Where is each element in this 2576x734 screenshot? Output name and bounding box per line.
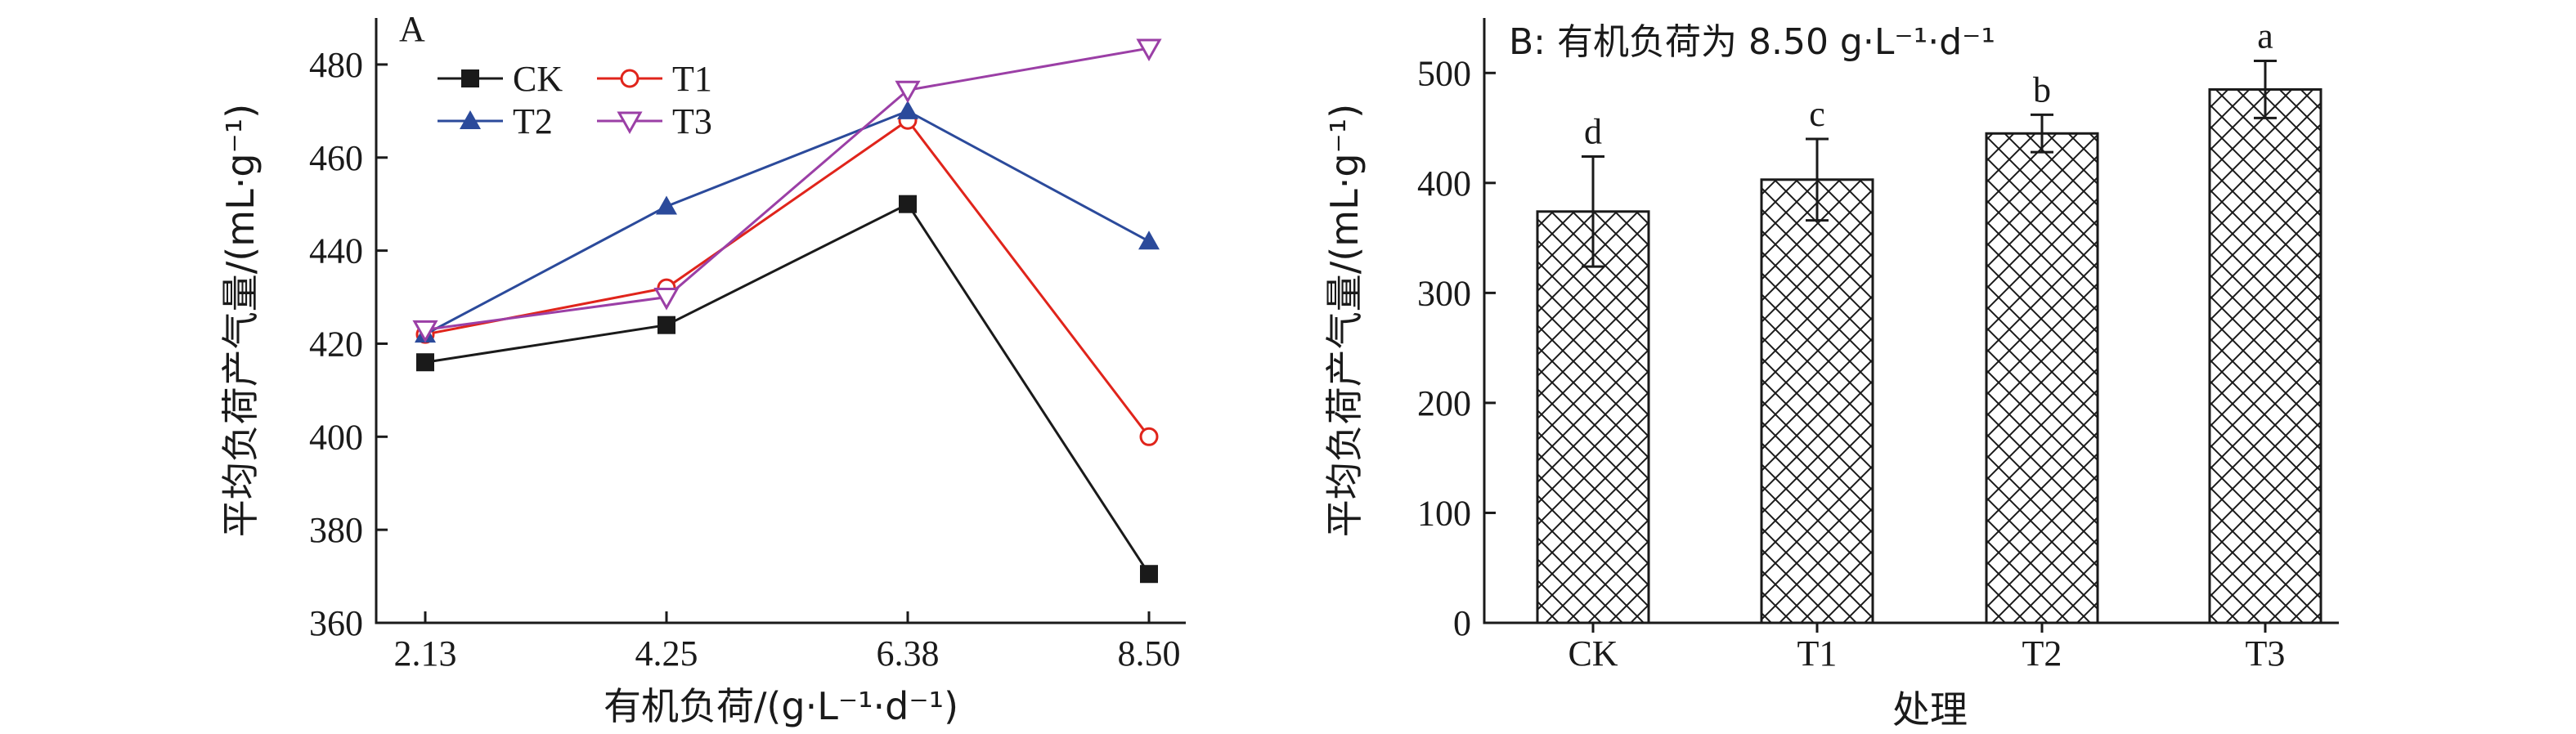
x-tick-label: 4.25 [635,633,698,674]
series-line-t2 [424,110,1150,336]
panel-a-legend: CK T1 T2 T3 [438,59,712,141]
bar-group-t1: c T1 [1760,94,1874,674]
data-point [897,100,918,119]
series-line-t3 [424,47,1150,331]
legend-item-ck: CK [438,59,563,99]
legend-marker [460,110,481,129]
data-point [412,320,438,343]
line-chart-panel-a: A 360 380 400 420 440 460 480 2.13 4.25 6.38 8.50… [218,9,1186,728]
data-point [416,353,434,372]
y-tick-label: 200 [1417,383,1471,423]
significance-letter: c [1809,94,1825,134]
panel-b-y-axis-label: 平均负荷产气量/(mL·g⁻¹) [1322,104,1367,537]
panel-b-title: B: 有机负荷为 8.50 g·L⁻¹·d⁻¹ [1509,21,1995,63]
y-tick-label: 500 [1417,53,1471,93]
y-tick-label: 400 [309,417,363,457]
panel-a-x-axis-label: 有机负荷/(g·L⁻¹·d⁻¹) [604,684,958,728]
data-point [653,288,680,311]
x-tick-label: T3 [2246,633,2286,674]
series-t2 [415,100,1160,343]
x-tick-label: CK [1568,633,1618,674]
panel-a-y-axis-label: 平均负荷产气量/(mL·g⁻¹) [218,104,263,537]
panel-b-bars: d CK c T1 b T2 a T3 [1536,16,2322,674]
bar-t2 [1985,132,2099,624]
significance-letter: b [2033,69,2051,110]
series-line-ck [424,202,1151,575]
y-tick-label: 300 [1417,273,1471,313]
data-point [1139,427,1159,446]
legend-label: T2 [513,101,553,141]
bar-t3 [2208,87,2322,624]
y-tick-label: 420 [309,324,363,364]
panel-b-x-axis-label: 处理 [1892,687,1968,732]
data-point [656,195,677,215]
legend-marker [461,69,479,87]
data-point [899,195,917,213]
legend-marker [620,69,640,88]
y-tick-label: 360 [309,603,363,643]
data-point [895,80,921,104]
legend-label: T1 [672,59,712,99]
bar-ck [1536,210,1650,624]
y-tick-label: 400 [1417,163,1471,204]
bar-group-t3: a T3 [2208,16,2322,674]
legend-item-t1: T1 [597,59,712,99]
series-line-t1 [424,119,1151,438]
bar-group-ck: d CK [1536,112,1650,674]
x-tick-label: T2 [2022,633,2062,674]
y-tick-label: 480 [309,45,363,85]
x-tick-label: T1 [1797,633,1838,674]
legend-label: CK [513,59,563,99]
bar-chart-panel-b: B: 有机负荷为 8.50 g·L⁻¹·d⁻¹ 0 100 200 300 400 500… [1322,16,2339,732]
legend-item-t2: T2 [438,101,553,141]
y-tick-label: 380 [309,510,363,550]
x-tick-label: 6.38 [877,633,940,674]
y-tick-label: 460 [309,138,363,178]
panel-a-x-ticks: 2.13 4.25 6.38 8.50 [394,611,1181,674]
x-tick-label: 2.13 [394,633,457,674]
y-tick-label: 440 [309,231,363,271]
significance-letter: a [2257,16,2273,56]
y-tick-label: 0 [1453,603,1471,643]
panel-a-y-ticks: 360 380 400 420 440 460 480 [309,45,388,643]
panel-b-y-ticks: 0 100 200 300 400 500 [1417,53,1496,643]
bar-t1 [1760,178,1874,624]
bar-group-t2: b T2 [1985,69,2099,674]
legend-label: T3 [672,101,712,141]
data-point [1140,565,1158,584]
legend-marker [617,111,643,135]
series-ck [416,195,1158,584]
significance-letter: d [1584,112,1602,152]
y-tick-label: 100 [1417,493,1471,533]
data-point [1136,38,1162,62]
data-point [657,316,675,334]
panel-a-series [412,38,1162,584]
legend-item-t3: T3 [597,101,712,141]
data-point [1138,230,1160,250]
series-t3 [412,38,1162,343]
x-tick-label: 8.50 [1118,633,1181,674]
panel-a-label: A [399,9,425,49]
